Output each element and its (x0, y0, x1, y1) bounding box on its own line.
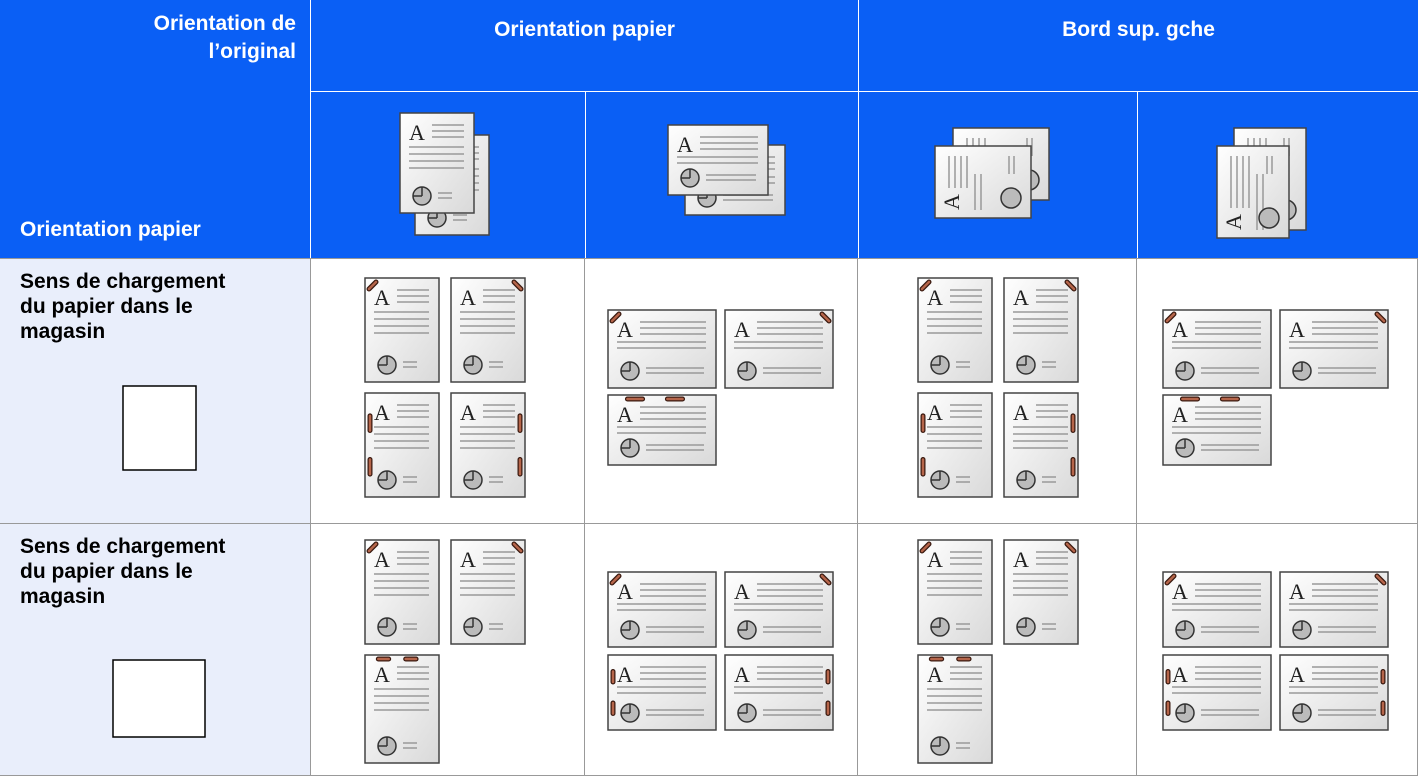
letter-a: A (1172, 317, 1188, 342)
letter-a: A (617, 662, 633, 687)
line (610, 574, 621, 585)
page-icon: A (450, 277, 526, 383)
page-icon: A (364, 277, 440, 383)
letter-a: A (927, 400, 943, 425)
column-header: Orientation papier (310, 0, 858, 92)
letter-a: A (409, 120, 425, 145)
sheet (1279, 309, 1389, 389)
sheet (1216, 145, 1290, 239)
line (920, 542, 931, 553)
page-icon: A (934, 145, 1032, 219)
letter-a: A (734, 662, 750, 687)
page-icon: A (607, 571, 717, 648)
letter-a: A (1289, 579, 1305, 604)
tray-landscape (112, 659, 206, 738)
letter-a: A (939, 194, 964, 210)
row-label-text: Sens de chargement du papier dans le mag… (20, 270, 226, 343)
line (1165, 574, 1176, 585)
letter-a: A (927, 662, 943, 687)
letter-a: A (460, 285, 476, 310)
line (820, 574, 831, 585)
letter-a: A (617, 402, 633, 427)
letter-a: A (374, 662, 390, 687)
letter-a: A (460, 400, 476, 425)
letter-a: A (460, 547, 476, 572)
letter-a: A (617, 579, 633, 604)
row-label: Sens de chargement du papier dans le mag… (0, 258, 310, 523)
line (1375, 574, 1386, 585)
row-label-text: Sens de chargement du papier dans le mag… (20, 535, 226, 608)
letter-a: A (1172, 579, 1188, 604)
letter-a: A (927, 285, 943, 310)
page-icon: A (450, 392, 526, 498)
paper-orientation-label: Orientation papier (20, 218, 201, 241)
page-icon: A (917, 539, 993, 645)
page-icon: A (1162, 394, 1272, 466)
pie (1258, 207, 1280, 229)
page-icon: A (607, 654, 717, 731)
line (512, 280, 523, 291)
pie (1000, 187, 1022, 209)
page-icon: A (724, 571, 834, 648)
letter-a: A (677, 132, 693, 157)
page-icon: A (607, 394, 717, 466)
line (1165, 312, 1176, 323)
corner-cell: Orientation de l’original Orientation pa… (0, 0, 310, 258)
line (1065, 542, 1076, 553)
line (610, 312, 621, 323)
letter-a: A (1289, 317, 1305, 342)
line (367, 542, 378, 553)
letter-a: A (927, 547, 943, 572)
page-icon: A (364, 392, 440, 498)
letter-a: A (1221, 214, 1246, 230)
page-icon: A (1003, 277, 1079, 383)
page-icon: A (1003, 539, 1079, 645)
letter-a: A (374, 400, 390, 425)
page-icon: A (1279, 309, 1389, 389)
page-icon: A (1003, 392, 1079, 498)
column-header-text: Bord sup. gche (1062, 18, 1215, 41)
page-icon: A (1216, 145, 1290, 239)
line (1375, 312, 1386, 323)
original-orientation: Orientation de l’original (153, 12, 296, 63)
page-icon: A (1162, 309, 1272, 389)
page-icon: A (724, 309, 834, 389)
sheet (724, 309, 834, 389)
line (367, 280, 378, 291)
column-header: Bord sup. gche (858, 0, 1418, 92)
page-icon: A (1279, 571, 1389, 648)
letter-a: A (1172, 662, 1188, 687)
letter-a: A (734, 579, 750, 604)
letter-a: A (1289, 662, 1305, 687)
page-icon: A (1162, 654, 1272, 731)
letter-a: A (1172, 402, 1188, 427)
page-icon: A (364, 539, 440, 645)
page-icon: A (1279, 654, 1389, 731)
page-icon: A (364, 654, 440, 764)
letter-a: A (1013, 547, 1029, 572)
page-icon: A (667, 124, 769, 196)
page-icon: A (607, 309, 717, 389)
letter-a: A (374, 547, 390, 572)
page-icon: A (917, 277, 993, 383)
page-icon: A (450, 539, 526, 645)
line (820, 312, 831, 323)
line (1065, 280, 1076, 291)
line (920, 280, 931, 291)
letter-a: A (374, 285, 390, 310)
column-header-text: Orientation papier (494, 18, 675, 41)
page-icon: A (399, 112, 475, 214)
letter-a: A (734, 317, 750, 342)
tray-portrait (122, 385, 197, 471)
page-icon: A (1162, 571, 1272, 648)
page-icon: A (917, 392, 993, 498)
page-icon: A (724, 654, 834, 731)
letter-a: A (1013, 285, 1029, 310)
line (512, 542, 523, 553)
letter-a: A (1013, 400, 1029, 425)
page-icon: A (917, 654, 993, 764)
letter-a: A (617, 317, 633, 342)
